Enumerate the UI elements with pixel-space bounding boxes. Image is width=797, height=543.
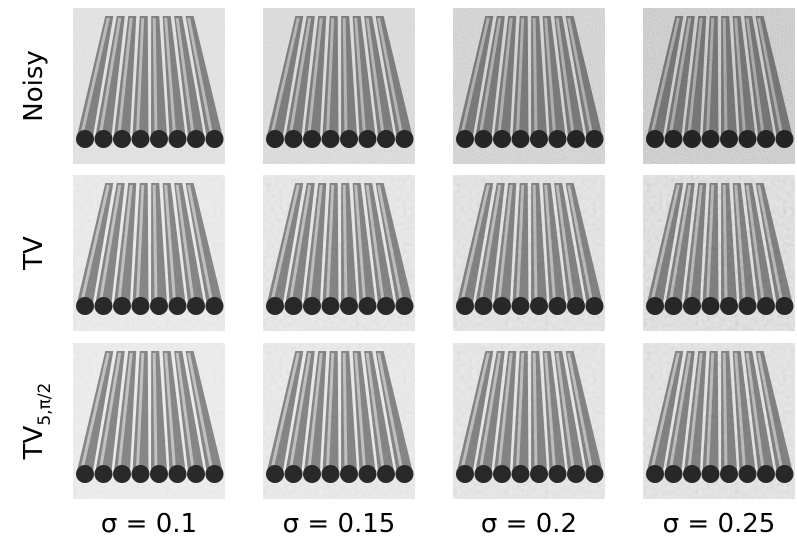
row-label: TV (19, 236, 49, 271)
row-label-text: TV (19, 425, 49, 460)
image-tile (641, 341, 797, 501)
column-label: σ = 0.15 (283, 509, 396, 539)
row-label-text: Noisy (19, 50, 49, 122)
image-tile (451, 6, 607, 166)
row-label-subscript: 5,π/2 (35, 383, 55, 426)
row-label: Noisy (19, 50, 49, 122)
image-tile (71, 341, 227, 501)
image-tile (451, 173, 607, 333)
image-tile (261, 6, 417, 166)
image-tile (641, 6, 797, 166)
column-label: σ = 0.2 (481, 509, 577, 539)
row-label-text: TV (19, 236, 49, 271)
image-tile (261, 173, 417, 333)
image-tile (451, 341, 607, 501)
image-tile (71, 6, 227, 166)
column-label: σ = 0.25 (663, 509, 776, 539)
image-tile (641, 173, 797, 333)
column-label: σ = 0.1 (101, 509, 197, 539)
row-label: TV5,π/2 (19, 383, 55, 461)
image-tile (261, 341, 417, 501)
image-tile (71, 173, 227, 333)
